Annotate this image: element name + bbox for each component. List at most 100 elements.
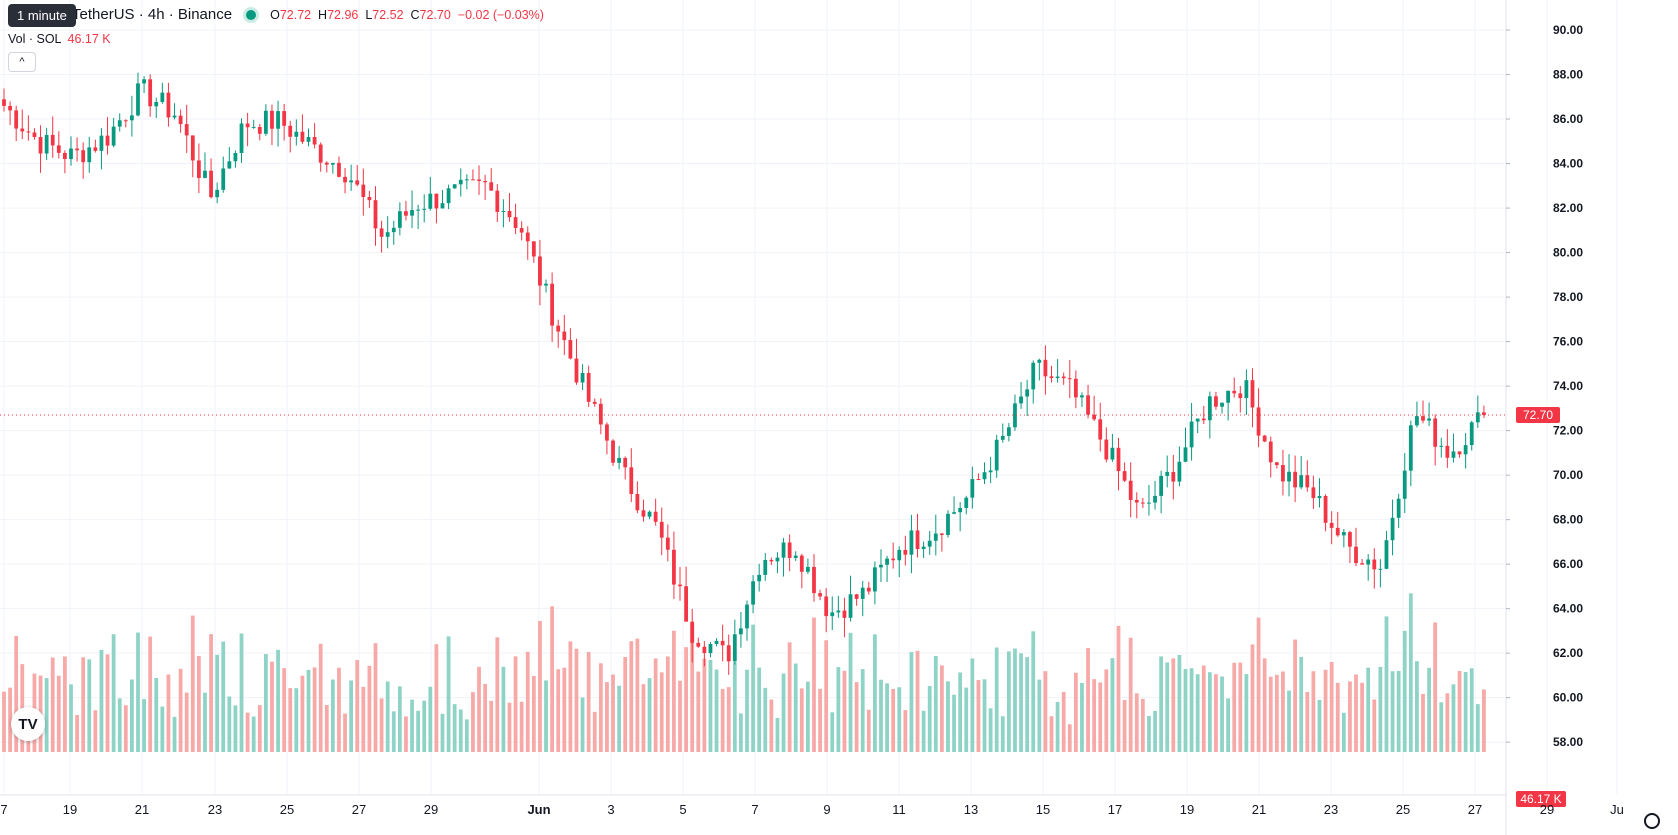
volume-bar — [81, 657, 86, 752]
candle-body — [81, 150, 86, 163]
symbol-title[interactable]: TetherUS · 4h · Binance — [72, 6, 233, 23]
volume-bar — [879, 679, 883, 752]
candle-body — [690, 621, 695, 643]
candle-body — [988, 470, 993, 473]
volume-bar — [1287, 690, 1291, 752]
volume-bar — [75, 715, 79, 752]
candle-body — [111, 126, 116, 146]
candle-body — [276, 111, 280, 129]
tradingview-logo-icon[interactable]: TV — [11, 707, 45, 741]
candle-body — [915, 530, 920, 550]
candle-body — [1238, 393, 1243, 399]
volume-bar — [1061, 692, 1066, 752]
candle-body — [1299, 475, 1304, 488]
volume-bar — [946, 681, 950, 752]
volume-bar — [440, 713, 445, 752]
volume-bar — [1402, 630, 1407, 752]
candle-body — [1049, 376, 1054, 379]
market-status-icon[interactable] — [246, 9, 257, 20]
candle-body — [860, 587, 865, 599]
candle-body — [684, 586, 688, 622]
time-tick-label: 11 — [892, 802, 906, 817]
price-change: −0.02 (−0.03%) — [457, 7, 544, 22]
volume-bar — [690, 624, 695, 752]
volume-bar — [720, 688, 725, 752]
candle-body — [26, 131, 31, 133]
chevron-up-icon: ^ — [19, 56, 25, 68]
candle-body — [763, 560, 768, 575]
time-tick-label: 3 — [607, 802, 614, 817]
candle-body — [617, 457, 621, 463]
price-tick-label: 62.00 — [1553, 646, 1583, 660]
candle-body — [580, 373, 585, 383]
volume-bar — [221, 641, 226, 752]
candle-body — [160, 92, 165, 102]
volume-bar — [1348, 681, 1352, 752]
volume-bar — [702, 658, 707, 752]
time-tick-label: 19 — [63, 802, 77, 817]
candle-body — [501, 210, 506, 212]
price-tick-label: 78.00 — [1553, 290, 1583, 304]
volume-bar — [294, 688, 299, 752]
volume-bar — [1372, 699, 1377, 752]
candle-body — [1189, 421, 1194, 448]
volume-bar — [751, 624, 755, 752]
candle-body — [69, 148, 73, 160]
candle-body — [391, 227, 396, 233]
volume-bar — [312, 667, 317, 752]
volume-bar — [1439, 702, 1444, 752]
candle-body — [1354, 546, 1358, 564]
candle-body — [154, 101, 159, 107]
volume-legend: Vol · SOL 46.17 K — [8, 32, 111, 46]
candle-body — [665, 537, 670, 550]
volume-bar — [1335, 682, 1340, 752]
volume-bar — [330, 679, 335, 752]
volume-bar — [994, 647, 999, 752]
candle-body — [99, 135, 104, 151]
volume-bar — [130, 679, 134, 752]
time-tick-label: 15 — [1036, 802, 1050, 817]
candle-body — [592, 401, 597, 404]
volume-bar — [787, 642, 792, 752]
time-tick-label: 9 — [823, 802, 830, 817]
volume-bar — [343, 713, 347, 752]
volume-bar — [1122, 699, 1127, 752]
candle-body — [1445, 445, 1450, 458]
candle-body — [909, 530, 914, 555]
candle-body — [184, 124, 189, 136]
volume-bar — [50, 657, 55, 752]
candle-body — [1408, 425, 1413, 471]
candle-body — [142, 79, 146, 84]
volume-bar — [1433, 622, 1438, 752]
volume-bar — [1293, 639, 1298, 752]
volume-bar — [434, 644, 439, 752]
candle-body — [44, 134, 49, 154]
volume-bar — [939, 665, 944, 752]
collapse-legend-button[interactable]: ^ — [8, 52, 36, 72]
candles — [2, 72, 1486, 675]
volume-bar — [1469, 668, 1474, 752]
volume-bar — [1201, 665, 1206, 752]
volume-bar — [111, 634, 116, 752]
volume-bar — [1305, 692, 1310, 752]
volume-bar — [196, 656, 201, 752]
volume-bar — [1055, 701, 1060, 752]
candle-body — [641, 510, 646, 517]
candle-body — [1274, 462, 1279, 466]
settings-gear-icon[interactable] — [1644, 813, 1660, 829]
candle-body — [982, 472, 987, 480]
candle-body — [726, 645, 731, 662]
volume-bar — [458, 709, 463, 752]
candle-body — [1384, 540, 1389, 569]
candle-body — [1439, 445, 1444, 447]
volume-bar — [1415, 661, 1419, 752]
candle-body — [574, 358, 579, 383]
volume-bar — [2, 691, 6, 752]
volume-bar — [1220, 676, 1224, 752]
candle-body — [927, 540, 932, 547]
volume-bar — [665, 656, 670, 752]
volume-bar — [1092, 679, 1097, 752]
volume-bar — [1482, 689, 1486, 752]
candle-body — [227, 161, 232, 169]
